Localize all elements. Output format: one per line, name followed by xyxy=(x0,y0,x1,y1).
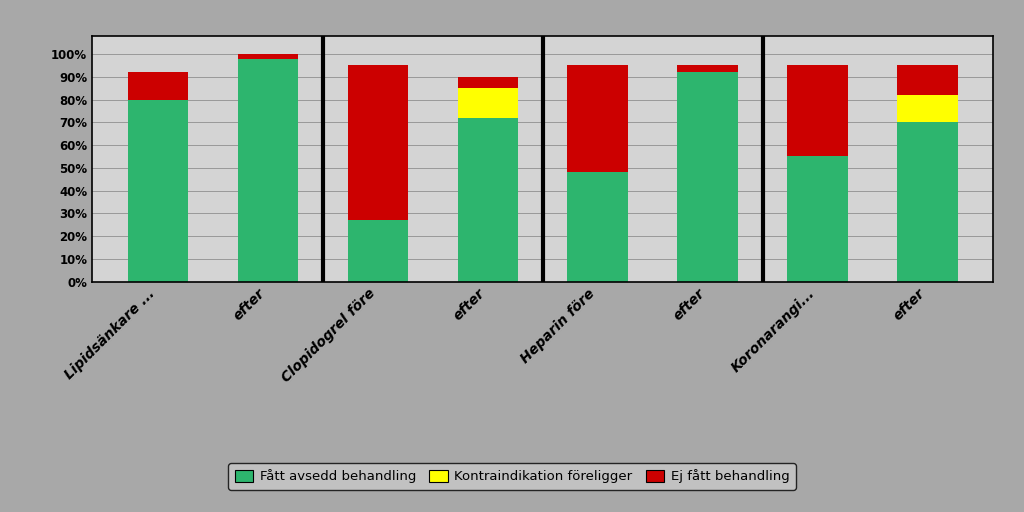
Bar xyxy=(128,72,188,99)
Bar xyxy=(567,66,628,173)
Bar xyxy=(458,77,518,88)
Legend: Fått avsedd behandling, Kontraindikation föreligger, Ej fått behandling: Fått avsedd behandling, Kontraindikation… xyxy=(228,463,796,490)
Bar xyxy=(348,66,409,220)
Bar xyxy=(458,88,518,118)
Bar xyxy=(238,58,298,282)
Bar xyxy=(128,99,188,282)
Bar xyxy=(677,66,737,72)
Bar xyxy=(897,122,957,282)
Bar xyxy=(458,118,518,282)
Bar xyxy=(567,173,628,282)
Bar xyxy=(787,66,848,157)
Bar xyxy=(897,66,957,95)
Bar xyxy=(787,157,848,282)
Bar xyxy=(348,220,409,282)
Bar xyxy=(677,72,737,282)
Bar xyxy=(897,95,957,122)
Bar xyxy=(238,54,298,58)
